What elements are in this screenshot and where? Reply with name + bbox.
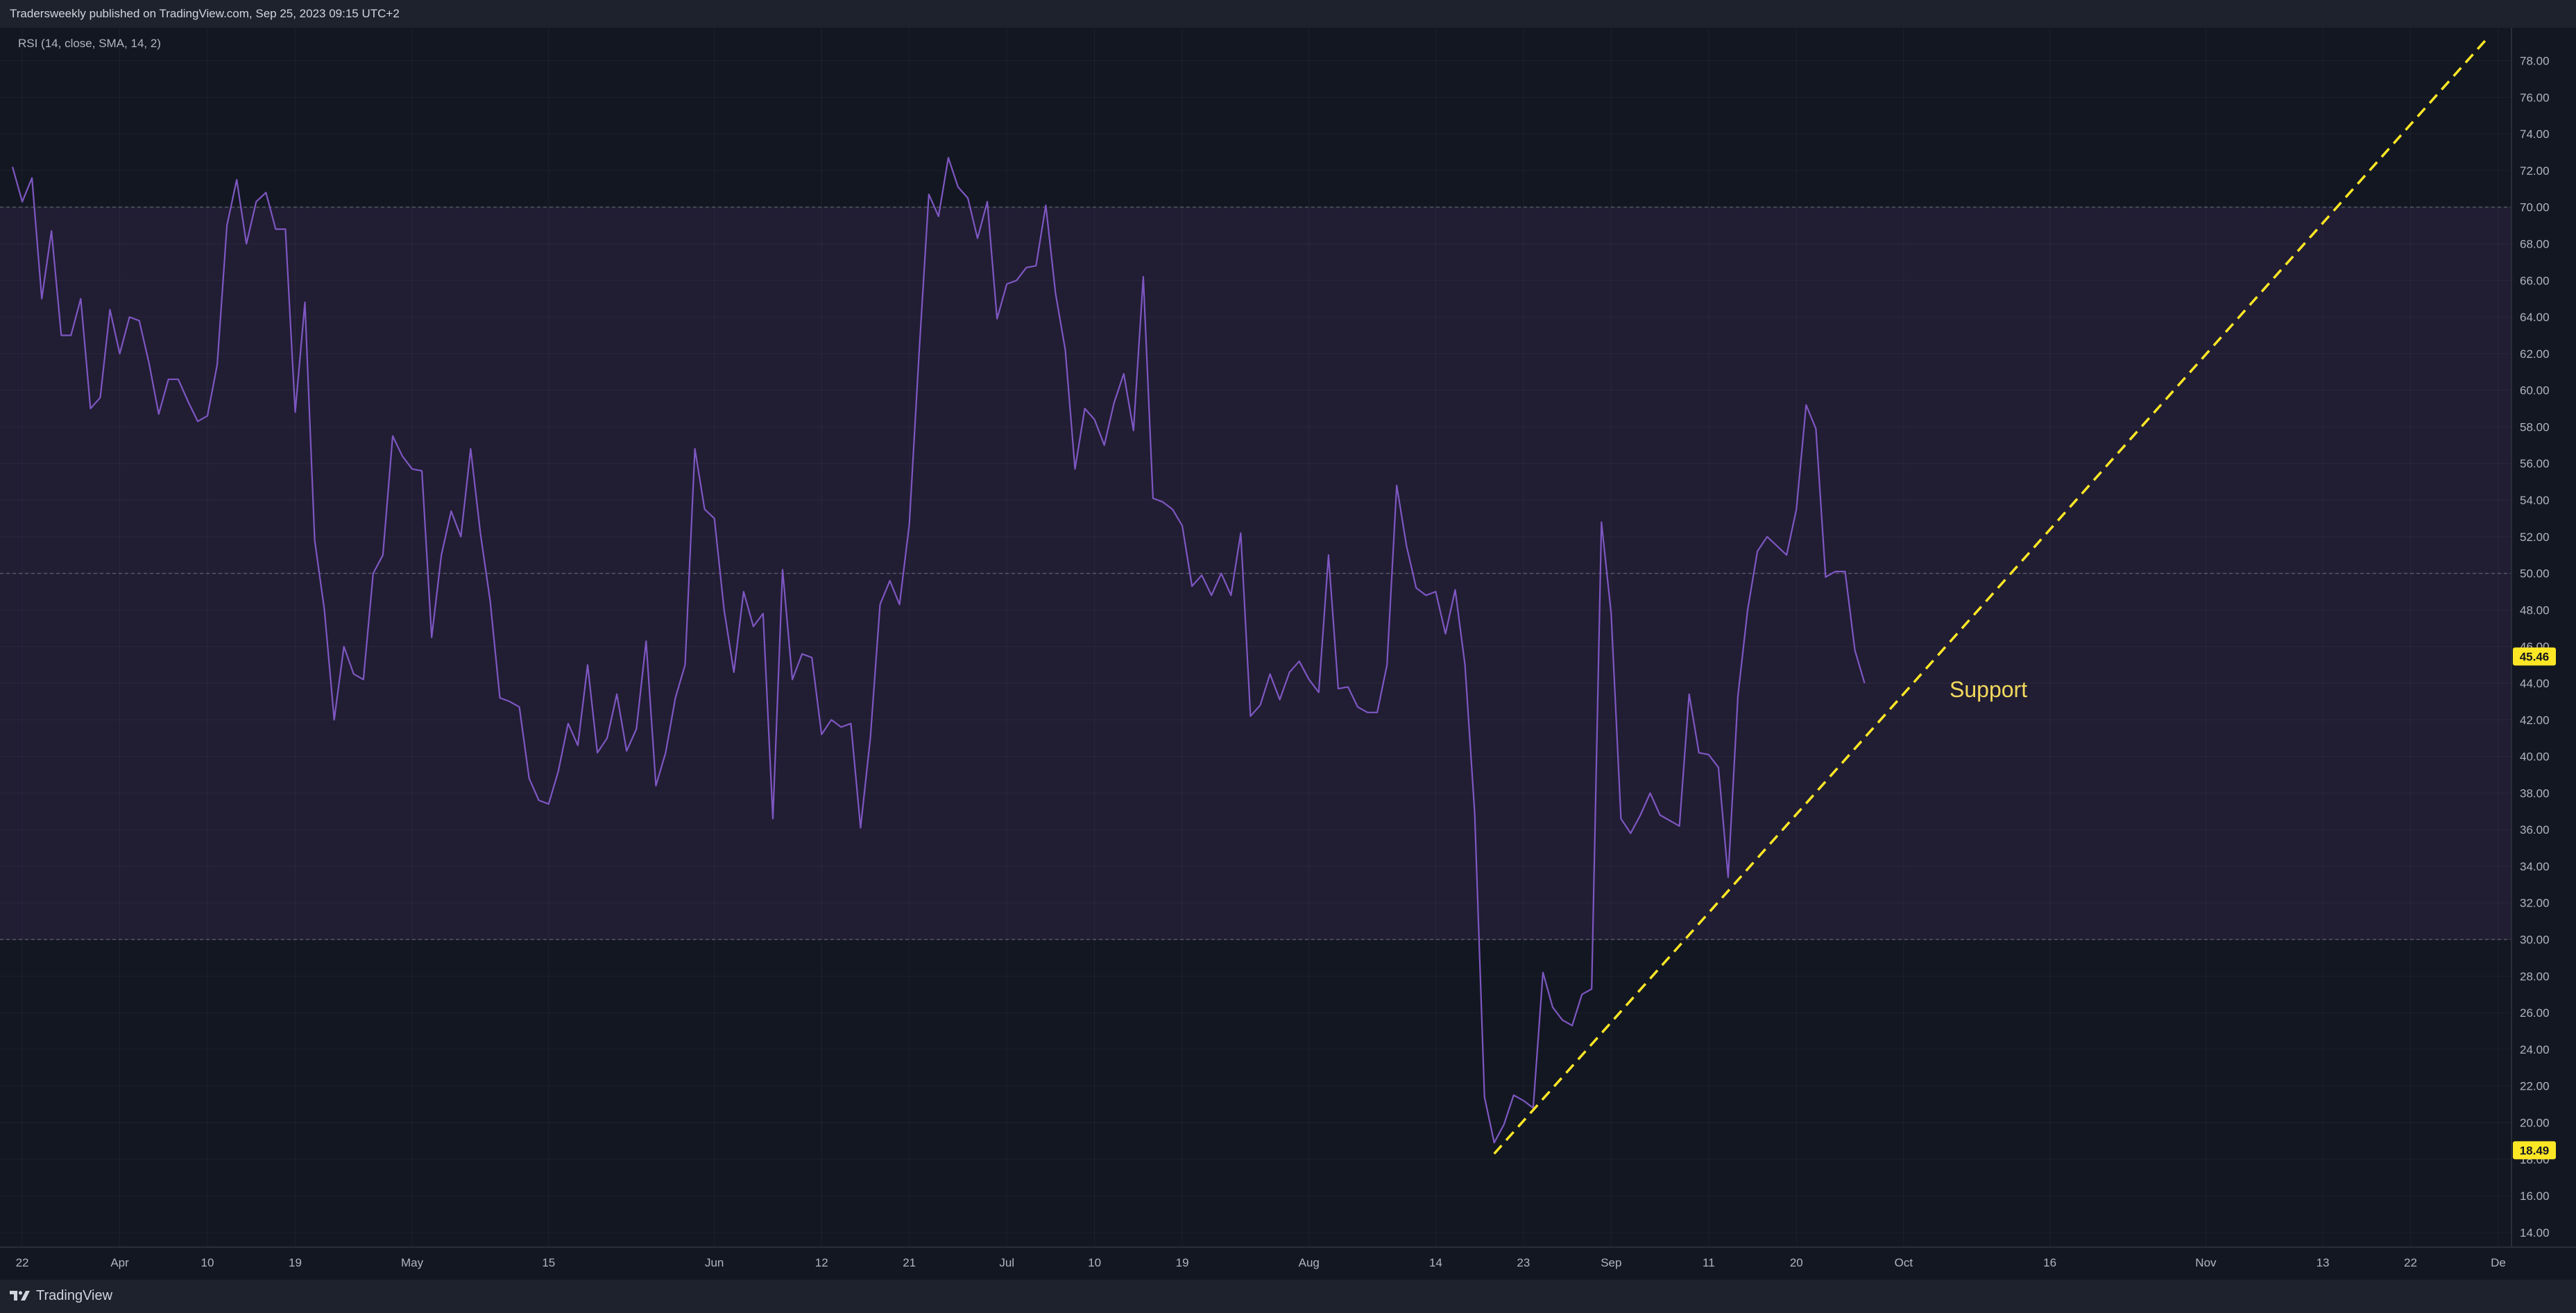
support-trendline bbox=[1493, 36, 2490, 1155]
x-tick-label: 10 bbox=[201, 1256, 214, 1269]
price-label-box bbox=[2513, 1141, 2556, 1160]
price-label-text: 18.49 bbox=[2520, 1144, 2550, 1157]
x-tick-label: 19 bbox=[1176, 1256, 1189, 1269]
x-tick-label: 23 bbox=[1517, 1256, 1530, 1269]
y-tick-label: 16.00 bbox=[2520, 1190, 2550, 1203]
x-tick-label: 15 bbox=[542, 1256, 555, 1269]
indicator-title: RSI (14, close, SMA, 14, 2) bbox=[18, 37, 161, 50]
y-tick-label: 76.00 bbox=[2520, 91, 2550, 104]
x-tick-label: 22 bbox=[16, 1256, 29, 1269]
y-tick-label: 20.00 bbox=[2520, 1117, 2550, 1130]
y-tick-label: 54.00 bbox=[2520, 494, 2550, 507]
brand-label: TradingView bbox=[36, 1287, 113, 1303]
x-tick-label: 10 bbox=[1088, 1256, 1101, 1269]
y-tick-label: 58.00 bbox=[2520, 420, 2550, 434]
y-tick-label: 72.00 bbox=[2520, 164, 2550, 178]
x-tick-label: Oct bbox=[1895, 1256, 1913, 1269]
x-tick-label: Nov bbox=[2195, 1256, 2217, 1269]
y-tick-label: 48.00 bbox=[2520, 603, 2550, 617]
y-tick-label: 64.00 bbox=[2520, 311, 2550, 324]
y-tick-label: 34.00 bbox=[2520, 860, 2550, 873]
publish-info: Tradersweekly published on TradingView.c… bbox=[10, 7, 400, 20]
y-tick-label: 38.00 bbox=[2520, 787, 2550, 800]
y-tick-label: 66.00 bbox=[2520, 274, 2550, 287]
x-tick-label: 19 bbox=[289, 1256, 302, 1269]
y-tick-label: 28.00 bbox=[2520, 970, 2550, 983]
x-tick-label: 13 bbox=[2317, 1256, 2330, 1269]
price-axis-panel bbox=[2511, 28, 2576, 1247]
y-tick-label: 30.00 bbox=[2520, 934, 2550, 947]
x-tick-label: Jul bbox=[999, 1256, 1014, 1269]
y-tick-label: 14.00 bbox=[2520, 1226, 2550, 1239]
x-tick-label: Sep bbox=[1601, 1256, 1621, 1269]
price-label-text: 45.46 bbox=[2520, 650, 2550, 663]
x-tick-label: Jun bbox=[705, 1256, 724, 1269]
y-tick-label: 32.00 bbox=[2520, 897, 2550, 910]
x-tick-label: 11 bbox=[1703, 1256, 1715, 1269]
price-label-box bbox=[2513, 647, 2556, 666]
y-tick-label: 56.00 bbox=[2520, 457, 2550, 470]
y-tick-label: 36.00 bbox=[2520, 823, 2550, 836]
tradingview-logo-icon bbox=[10, 1291, 30, 1301]
x-tick-label: 12 bbox=[815, 1256, 828, 1269]
y-tick-label: 24.00 bbox=[2520, 1043, 2550, 1056]
y-tick-label: 68.00 bbox=[2520, 237, 2550, 250]
x-tick-label: De bbox=[2491, 1256, 2506, 1269]
x-tick-label: 21 bbox=[903, 1256, 916, 1269]
y-tick-label: 78.00 bbox=[2520, 55, 2550, 68]
y-tick-label: 60.00 bbox=[2520, 384, 2550, 397]
y-tick-label: 62.00 bbox=[2520, 347, 2550, 361]
chart-header: Tradersweekly published on TradingView.c… bbox=[0, 0, 2576, 28]
x-tick-label: 16 bbox=[2043, 1256, 2056, 1269]
x-tick-label: Apr bbox=[110, 1256, 129, 1269]
x-tick-label: Aug bbox=[1299, 1256, 1320, 1269]
y-tick-label: 40.00 bbox=[2520, 750, 2550, 764]
support-label: Support bbox=[1950, 677, 2027, 702]
rsi-series-line bbox=[11, 157, 1866, 1144]
y-tick-label: 50.00 bbox=[2520, 567, 2550, 581]
time-axis-panel bbox=[0, 1247, 2576, 1280]
tradingview-brand[interactable]: TradingView bbox=[10, 1287, 112, 1305]
y-tick-label: 70.00 bbox=[2520, 201, 2550, 214]
x-tick-label: 14 bbox=[1429, 1256, 1442, 1269]
x-tick-label: 22 bbox=[2404, 1256, 2417, 1269]
y-tick-label: 44.00 bbox=[2520, 677, 2550, 690]
y-tick-label: 52.00 bbox=[2520, 531, 2550, 544]
x-tick-label: 20 bbox=[1790, 1256, 1803, 1269]
y-tick-label: 26.00 bbox=[2520, 1006, 2550, 1020]
chart-footer bbox=[0, 1280, 2576, 1313]
x-tick-label: May bbox=[401, 1256, 424, 1269]
y-tick-label: 42.00 bbox=[2520, 714, 2550, 727]
y-tick-label: 74.00 bbox=[2520, 128, 2550, 141]
y-tick-label: 22.00 bbox=[2520, 1080, 2550, 1093]
